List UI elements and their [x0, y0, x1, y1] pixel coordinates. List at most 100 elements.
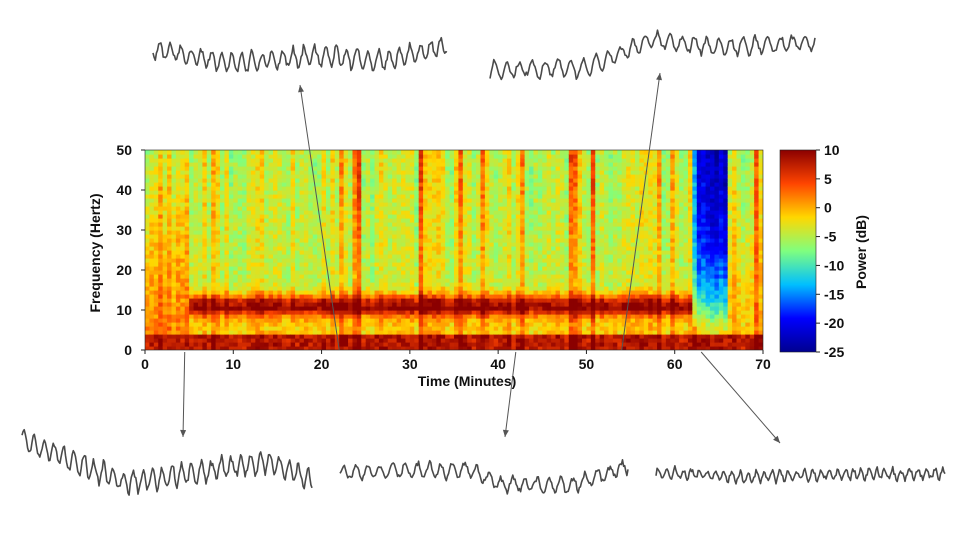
spectrogram-cell: [228, 246, 234, 251]
spectrogram-cell: [431, 318, 437, 323]
spectrogram-cell: [462, 278, 468, 283]
spectrogram-cell: [308, 322, 314, 327]
spectrogram-cell: [255, 274, 261, 279]
spectrogram-cell: [529, 346, 535, 350]
spectrogram-cell: [180, 158, 186, 163]
spectrogram-cell: [312, 154, 318, 159]
spectrogram-cell: [180, 246, 186, 251]
spectrogram-cell: [197, 226, 203, 231]
spectrogram-cell: [467, 254, 473, 259]
spectrogram-cell: [290, 190, 296, 195]
spectrogram-cell: [427, 274, 433, 279]
spectrogram-cell: [555, 166, 561, 171]
spectrogram-cell: [378, 294, 384, 299]
spectrogram-cell: [255, 326, 261, 331]
spectrogram-cell: [414, 174, 420, 179]
spectrogram-cell: [224, 178, 230, 183]
spectrogram-cell: [281, 274, 287, 279]
spectrogram-cell: [568, 346, 574, 350]
spectrogram-cell: [167, 314, 173, 319]
spectrogram-cell: [281, 198, 287, 203]
spectrogram-cell: [202, 162, 208, 167]
spectrogram-cell: [308, 278, 314, 283]
spectrogram-cell: [533, 198, 539, 203]
spectrogram-cell: [537, 162, 543, 167]
spectrogram-cell: [458, 266, 464, 271]
spectrogram-cell: [414, 262, 420, 267]
spectrogram-cell: [374, 234, 380, 239]
spectrogram-cell: [480, 234, 486, 239]
spectrogram-cell: [264, 170, 270, 175]
spectrogram-cell: [242, 290, 248, 295]
spectrogram-cell: [551, 266, 557, 271]
spectrogram-cell: [431, 174, 437, 179]
spectrogram-cell: [286, 338, 292, 343]
spectrogram-cell: [564, 330, 570, 335]
spectrogram-cell: [299, 218, 305, 223]
spectrogram-cell: [458, 306, 464, 311]
spectrogram-cell: [167, 178, 173, 183]
spectrogram-cell: [489, 154, 495, 159]
spectrogram-cell: [215, 218, 221, 223]
spectrogram-cell: [582, 330, 588, 335]
spectrogram-cell: [361, 226, 367, 231]
spectrogram-cell: [374, 218, 380, 223]
spectrogram-cell: [458, 234, 464, 239]
spectrogram-cell: [197, 254, 203, 259]
spectrogram-cell: [281, 266, 287, 271]
spectrogram-cell: [224, 174, 230, 179]
spectrogram-cell: [334, 314, 340, 319]
spectrogram-cell: [145, 274, 151, 279]
spectrogram-cell: [471, 286, 477, 291]
spectrogram-cell: [175, 262, 181, 267]
spectrogram-cell: [224, 326, 230, 331]
spectrogram-cell: [233, 178, 239, 183]
spectrogram-cell: [409, 182, 415, 187]
spectrogram-cell: [259, 250, 265, 255]
spectrogram-cell: [352, 222, 358, 227]
spectrogram-cell: [427, 178, 433, 183]
spectrogram-cell: [568, 218, 574, 223]
spectrogram-cell: [220, 198, 226, 203]
spectrogram-cell: [559, 266, 565, 271]
spectrogram-cell: [281, 190, 287, 195]
spectrogram-cell: [356, 322, 362, 327]
spectrogram-cell: [458, 198, 464, 203]
spectrogram-cell: [299, 206, 305, 211]
spectrogram-cell: [374, 262, 380, 267]
spectrogram-cell: [264, 202, 270, 207]
spectrogram-cell: [299, 318, 305, 323]
spectrogram-cell: [392, 218, 398, 223]
spectrogram-cell: [378, 342, 384, 347]
spectrogram-cell: [511, 278, 517, 283]
spectrogram-cell: [436, 238, 442, 243]
spectrogram-cell: [564, 270, 570, 275]
spectrogram-cell: [171, 322, 177, 327]
spectrogram-cell: [573, 290, 579, 295]
spectrogram-cell: [480, 322, 486, 327]
spectrogram-cell: [546, 294, 552, 299]
spectrogram-cell: [546, 334, 552, 339]
spectrogram-cell: [506, 250, 512, 255]
spectrogram-cell: [427, 230, 433, 235]
spectrogram-cell: [396, 150, 402, 155]
spectrogram-cell: [242, 342, 248, 347]
spectrogram-cell: [145, 150, 151, 155]
spectrogram-cell: [264, 206, 270, 211]
spectrogram-cell: [228, 278, 234, 283]
spectrogram-cell: [573, 190, 579, 195]
spectrogram-cell: [277, 346, 283, 350]
spectrogram-cell: [370, 174, 376, 179]
spectrogram-cell: [352, 310, 358, 315]
spectrogram-cell: [303, 310, 309, 315]
spectrogram-cell: [537, 326, 543, 331]
spectrogram-cell: [348, 226, 354, 231]
spectrogram-cell: [295, 178, 301, 183]
spectrogram-cell: [171, 162, 177, 167]
spectrogram-cell: [175, 302, 181, 307]
spectrogram-cell: [383, 310, 389, 315]
spectrogram-cell: [242, 178, 248, 183]
spectrogram-cell: [405, 198, 411, 203]
spectrogram-cell: [268, 150, 274, 155]
spectrogram-cell: [542, 178, 548, 183]
